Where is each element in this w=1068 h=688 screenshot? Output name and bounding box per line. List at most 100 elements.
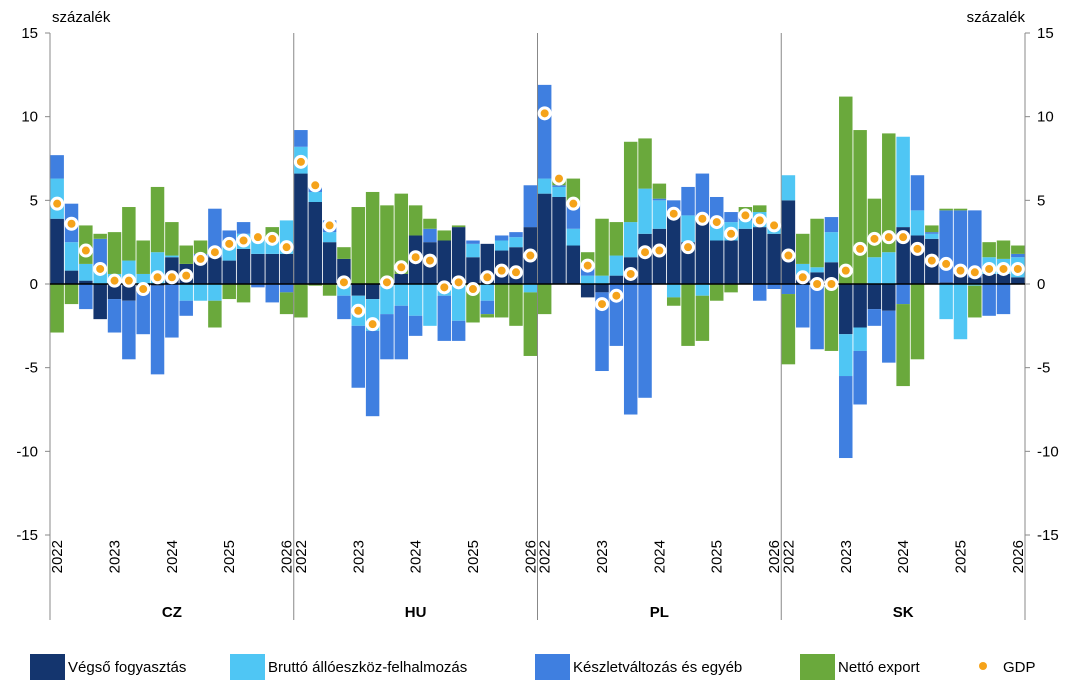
- bar-segment: [996, 273, 1011, 284]
- bar-segment: [494, 240, 509, 251]
- y2-axis-label: százalék: [967, 9, 1026, 26]
- bar-segment: [709, 225, 724, 241]
- x-tick-label: 2025: [221, 540, 238, 573]
- y2-tick-label: -5: [1037, 360, 1050, 377]
- bar-segment: [523, 284, 538, 293]
- bar-segment: [193, 284, 208, 301]
- bar-segment: [437, 240, 452, 284]
- bar-segment: [853, 350, 867, 405]
- bar-segment: [150, 284, 165, 286]
- bar-segment: [50, 155, 64, 179]
- gdp-marker: [193, 251, 208, 266]
- gdp-marker: [666, 206, 681, 221]
- bar-segment: [652, 200, 667, 229]
- bar-segment: [1011, 253, 1025, 258]
- bar-segment: [150, 186, 165, 253]
- bar-segment: [896, 136, 910, 228]
- gdp-marker: [552, 171, 567, 186]
- panel-title: CZ: [162, 604, 182, 621]
- bar-segment: [623, 141, 638, 223]
- x-tick-label: 2024: [651, 540, 668, 573]
- bar-segment: [394, 273, 409, 284]
- bar-segment: [595, 218, 609, 276]
- legend-label: Készletváltozás és egyéb: [573, 659, 742, 676]
- bar-segment: [882, 252, 896, 284]
- bar-segment: [265, 253, 279, 284]
- gdp-marker: [853, 241, 868, 256]
- bar-segment: [552, 186, 566, 197]
- gdp-marker: [508, 265, 523, 280]
- bar-segment: [939, 282, 953, 284]
- bar-segment: [652, 198, 667, 201]
- panel-title: HU: [405, 604, 427, 621]
- bar-segment: [165, 284, 179, 338]
- bar-segment: [50, 284, 64, 333]
- x-tick-label: 2024: [164, 540, 181, 573]
- bar-segment: [695, 173, 710, 218]
- x-tick-label: 2023: [107, 540, 124, 573]
- bar-segment: [695, 295, 710, 341]
- bar-segment: [566, 178, 581, 204]
- x-tick-label: 2022: [780, 540, 797, 573]
- gdp-marker: [695, 211, 710, 226]
- gdp-marker: [953, 263, 968, 278]
- bar-segment: [996, 284, 1011, 315]
- legend-label: Bruttó állóeszköz-felhalmozás: [268, 659, 467, 676]
- bar-segment: [810, 218, 824, 268]
- gdp-marker: [78, 243, 93, 258]
- bar-segment: [738, 228, 753, 284]
- gdp-marker: [881, 230, 896, 245]
- gdp-marker: [609, 288, 624, 303]
- bar-segment: [824, 217, 839, 233]
- bar-segment: [824, 232, 839, 263]
- bar-segment: [64, 284, 79, 305]
- gdp-marker: [752, 213, 767, 228]
- bar-segment: [136, 240, 150, 274]
- bar-segment: [466, 240, 480, 244]
- bar-segment: [351, 207, 366, 284]
- bar-segment: [480, 284, 495, 301]
- gdp-marker: [308, 178, 323, 193]
- bar-segment: [423, 228, 437, 243]
- gdp-marker: [293, 154, 308, 169]
- bar-segment: [638, 138, 652, 189]
- bar-segment: [638, 284, 652, 398]
- gdp-marker: [681, 240, 696, 255]
- bar-segment: [93, 238, 107, 269]
- bar-segment: [208, 284, 222, 301]
- bar-segment: [853, 284, 867, 328]
- bar-segment: [738, 220, 753, 229]
- legend-label: Végső fogyasztás: [68, 659, 186, 676]
- gdp-marker: [93, 261, 108, 276]
- bar-segment: [867, 198, 882, 258]
- gdp-marker: [207, 245, 222, 260]
- bar-segment: [451, 320, 466, 341]
- bar-segment: [136, 292, 150, 335]
- bar-segment: [867, 257, 882, 284]
- bar-segment: [724, 240, 738, 284]
- bar-segment: [753, 205, 767, 213]
- bar-segment: [939, 208, 953, 211]
- bar-segment: [64, 242, 79, 271]
- gdp-marker: [996, 261, 1011, 276]
- bar-segment: [380, 284, 394, 315]
- bar-segment: [79, 284, 93, 310]
- bar-segment: [494, 284, 509, 318]
- bar-segment: [208, 300, 222, 328]
- bar-segment: [107, 232, 122, 274]
- x-tick-label: 2025: [465, 540, 482, 573]
- bar-segment: [925, 225, 939, 233]
- bar-segment: [294, 284, 308, 318]
- bar-segment: [652, 183, 667, 199]
- gdp-marker: [465, 282, 480, 297]
- x-tick-label: 2026: [279, 540, 296, 573]
- bar-segment: [925, 233, 939, 239]
- bar-segment: [107, 299, 122, 333]
- bar-segment: [982, 273, 996, 284]
- bar-segment: [279, 284, 294, 293]
- bar-segment: [996, 240, 1011, 259]
- bar-segment: [537, 284, 552, 315]
- bar-segment: [724, 284, 738, 293]
- bar-segment: [695, 217, 710, 284]
- bar-segment: [609, 222, 624, 256]
